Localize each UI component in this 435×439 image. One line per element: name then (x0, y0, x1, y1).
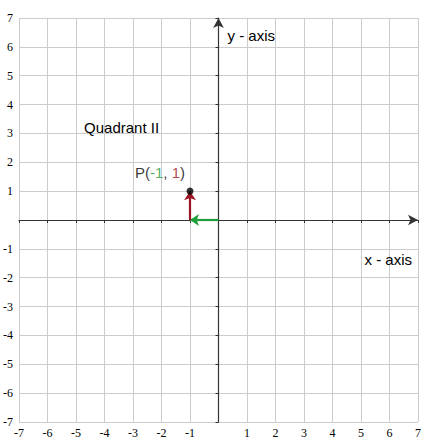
svg-text:-5: -5 (71, 426, 81, 439)
svg-text:7: 7 (415, 426, 421, 439)
svg-text:5: 5 (7, 69, 13, 83)
svg-text:-3: -3 (128, 426, 138, 439)
svg-text:3: 3 (7, 126, 13, 140)
svg-text:-7: -7 (14, 426, 24, 439)
svg-text:6: 6 (7, 40, 13, 54)
svg-text:7: 7 (7, 11, 13, 25)
svg-text:-5: -5 (3, 357, 13, 371)
svg-text:4: 4 (329, 426, 335, 439)
svg-text:1: 1 (7, 184, 13, 198)
svg-text:5: 5 (358, 426, 364, 439)
svg-text:-6: -6 (42, 426, 52, 439)
svg-text:-1: -1 (3, 242, 13, 256)
svg-text:y - axis: y - axis (227, 27, 275, 44)
svg-text:Quadrant II: Quadrant II (84, 119, 159, 136)
svg-text:-7: -7 (3, 415, 13, 429)
svg-text:-3: -3 (3, 300, 13, 314)
svg-text:): ) (180, 164, 185, 181)
svg-text:-6: -6 (3, 386, 13, 400)
svg-text:-4: -4 (3, 328, 13, 342)
svg-text:2: 2 (7, 155, 13, 169)
svg-text:1: 1 (172, 164, 180, 181)
svg-text:-2: -2 (3, 271, 13, 285)
svg-text:-4: -4 (99, 426, 109, 439)
svg-text:x - axis: x - axis (364, 251, 412, 268)
svg-text:2: 2 (272, 426, 278, 439)
svg-text:4: 4 (7, 98, 13, 112)
svg-text:-2: -2 (156, 426, 166, 439)
svg-text:3: 3 (301, 426, 307, 439)
svg-text:P(: P( (135, 164, 150, 181)
svg-text:-1: -1 (150, 164, 163, 181)
svg-text:-1: -1 (185, 426, 195, 439)
svg-text:,: , (163, 164, 171, 181)
svg-text:1: 1 (244, 426, 250, 439)
svg-text:6: 6 (386, 426, 392, 439)
